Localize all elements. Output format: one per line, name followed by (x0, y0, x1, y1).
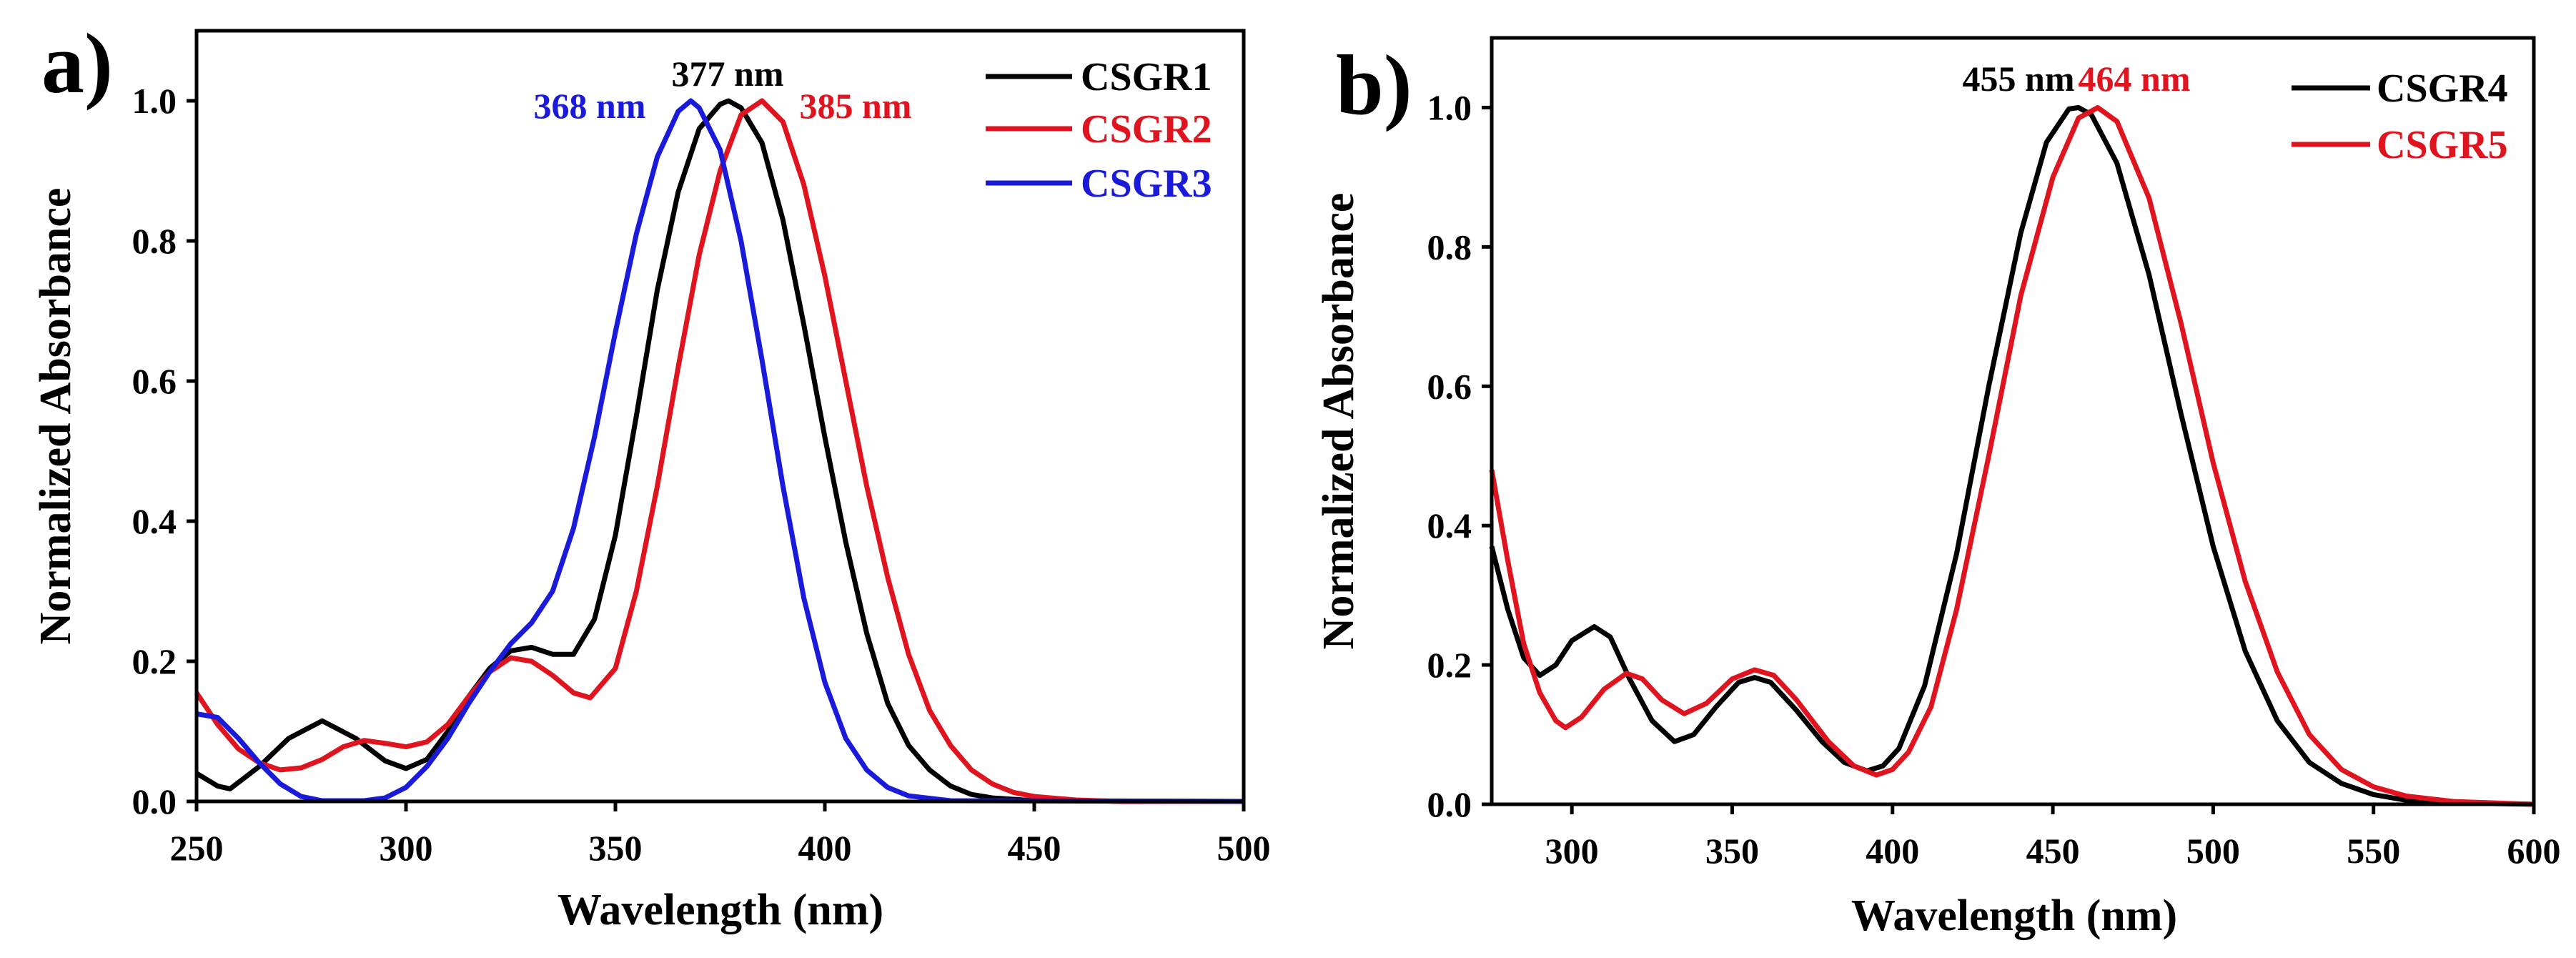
series-line-csgr4 (1489, 105, 2535, 807)
y-tick-label: 0.6 (1427, 366, 1472, 406)
series-line-csgr1 (195, 98, 1244, 804)
panel-label: a) (41, 16, 113, 111)
x-tick-label: 300 (1545, 831, 1599, 871)
x-tick-label: 500 (1217, 828, 1271, 868)
series-line-csgr2 (194, 98, 1244, 804)
y-tick-label: 0.8 (132, 221, 177, 261)
x-tick-label: 450 (2026, 831, 2080, 871)
y-tick-label: 0.6 (132, 361, 177, 401)
peak-annotation: 385 nm (800, 86, 912, 126)
legend-label: CSGR5 (2377, 123, 2508, 167)
chart-panel-a: 250 300 350 400 450 500 0.0 0.2 0.4 0.6 0.8 1.0 Wave… (31, 16, 1271, 934)
series-line-csgr5 (1489, 105, 2535, 807)
y-tick-label: 1.0 (1427, 87, 1472, 127)
legend: CSGR4 CSGR5 (2292, 66, 2508, 167)
legend: CSGR1 CSGR2 CSGR3 (986, 55, 1212, 206)
series-line-csgr3 (196, 98, 1244, 804)
y-tick-label: 0.2 (1427, 645, 1472, 685)
x-tick-label: 250 (170, 828, 224, 868)
peak-annotation: 455 nm (1963, 59, 2075, 99)
chart-panel-b: 300 350 400 450 500 550 600 0.0 0.2 0.4 0.6 0.8 1.0 W… (1314, 36, 2561, 940)
x-tick-label: 550 (2347, 831, 2400, 871)
x-tick-label: 350 (1705, 831, 1759, 871)
legend-label: CSGR3 (1081, 162, 1212, 206)
x-axis-title: Wavelength (nm) (1851, 892, 2177, 940)
peak-annotation: 464 nm (2079, 59, 2191, 99)
x-tick-label: 450 (1008, 828, 1061, 868)
legend-label: CSGR1 (1081, 55, 1212, 99)
x-tick-label: 350 (589, 828, 643, 868)
y-tick-label: 0.2 (132, 641, 177, 681)
x-axis-title: Wavelength (nm) (558, 886, 883, 934)
y-tick-label: 0.4 (132, 501, 177, 541)
peak-annotation: 368 nm (534, 86, 646, 126)
y-tick-label: 0.0 (1427, 784, 1472, 824)
y-axis-title: Normalized Absorbance (31, 188, 80, 645)
y-tick-label: 1.0 (132, 81, 177, 121)
x-tick-label: 500 (2186, 831, 2240, 871)
y-tick-label: 0.4 (1427, 505, 1472, 545)
y-tick-label: 0.0 (132, 781, 177, 821)
panel-label: b) (1336, 37, 1412, 132)
legend-label: CSGR2 (1081, 107, 1212, 152)
y-axis-title: Normalized Absorbance (1314, 193, 1363, 650)
x-tick-label: 400 (1866, 831, 1919, 871)
legend-label: CSGR4 (2377, 66, 2508, 111)
peak-annotation: 377 nm (672, 54, 784, 94)
y-tick-label: 0.8 (1427, 227, 1472, 267)
x-tick-label: 300 (380, 828, 433, 868)
x-tick-label: 600 (2507, 831, 2561, 871)
x-tick-label: 400 (798, 828, 852, 868)
plot-frame (1490, 36, 2536, 806)
plot-frame (194, 29, 1246, 804)
